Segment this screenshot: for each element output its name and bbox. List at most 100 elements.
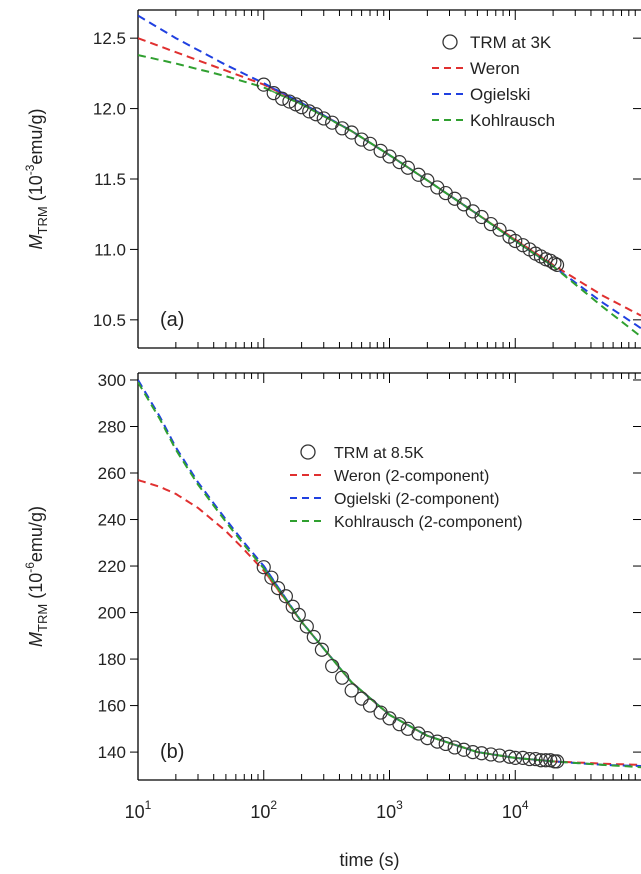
y-tick-label: 140 xyxy=(98,743,126,762)
data-point xyxy=(362,698,378,713)
x-tick-label: 103 xyxy=(376,798,403,822)
series-kohlrausch-fit xyxy=(263,86,554,267)
data-point xyxy=(411,726,426,741)
x-axis-label: time (s) xyxy=(340,850,400,870)
data-point xyxy=(508,750,523,766)
panel-b: 140 160 180 200 220 240 260 280 300 MTRM (10-6emu… xyxy=(23,371,641,870)
y-label-unit: emu/g) xyxy=(26,506,46,562)
data-point xyxy=(354,132,369,147)
y-tick-label: 11.5 xyxy=(94,170,126,189)
data-point xyxy=(549,257,565,273)
y-label-rest: (10 xyxy=(26,175,46,206)
y-tick-label: 10.5 xyxy=(93,311,126,330)
series-ogielski-line xyxy=(138,379,641,767)
data-point xyxy=(306,629,321,645)
data-point xyxy=(335,670,350,685)
data-point xyxy=(430,734,445,749)
data-point xyxy=(291,607,306,622)
data-point xyxy=(465,744,480,760)
series-kohlrausch-line xyxy=(138,381,641,769)
y-tick-label: 180 xyxy=(98,650,126,669)
data-point xyxy=(420,173,435,188)
data-point xyxy=(538,753,553,768)
data-point xyxy=(373,143,388,158)
x-tick-base: 10 xyxy=(376,802,396,822)
panel-label: (b) xyxy=(160,741,184,763)
data-point xyxy=(270,581,286,596)
legend-label: Weron (2-component) xyxy=(334,468,489,485)
x-tick-exponent: 3 xyxy=(396,798,403,812)
data-point xyxy=(492,222,507,237)
legend-label: TRM at 3K xyxy=(470,33,552,52)
data-point xyxy=(344,683,359,698)
y-tick-label: 300 xyxy=(98,371,126,390)
x-tick-base: 10 xyxy=(250,802,270,822)
x-tick-label: 104 xyxy=(502,798,529,822)
data-point xyxy=(549,754,565,769)
data-point xyxy=(522,751,537,767)
y-label-main: M xyxy=(26,632,46,647)
series-weron-line xyxy=(138,37,641,317)
data-point xyxy=(325,658,340,674)
series-ogielski-fit xyxy=(263,565,554,763)
y-axis-label: MTRM (10-3emu/g) xyxy=(23,109,50,250)
x-tick-exponent: 1 xyxy=(145,798,152,812)
y-label-sub: TRM xyxy=(35,604,50,632)
legend-label: Weron xyxy=(470,59,520,78)
curves xyxy=(138,14,641,338)
x-tick-base: 10 xyxy=(502,802,522,822)
x-tick-label: 102 xyxy=(250,798,277,822)
data-point xyxy=(299,619,314,634)
legend-label: Ogielski xyxy=(470,85,530,104)
y-axis-label: MTRM (10-6emu/g) xyxy=(23,506,50,647)
data-point xyxy=(282,94,297,109)
data-point xyxy=(533,753,549,768)
y-tick-label: 220 xyxy=(98,557,126,576)
data-point xyxy=(456,197,471,212)
y-tick-label: 11.0 xyxy=(94,240,126,259)
data-point xyxy=(294,100,309,115)
y-label-rest: (10 xyxy=(26,573,46,604)
legend: TRM at 3K Weron Ogielski Kohlrausch xyxy=(432,33,555,130)
data-point xyxy=(456,742,471,757)
y-tick-label: 280 xyxy=(98,417,126,436)
data-point xyxy=(302,104,317,119)
data-point xyxy=(256,77,271,92)
data-point xyxy=(256,560,271,575)
legend-marker-circle xyxy=(300,444,316,460)
x-tick-exponent: 4 xyxy=(522,798,529,812)
legend-label: TRM at 8.5K xyxy=(334,445,424,462)
legend-label: Kohlrausch (2-component) xyxy=(334,514,523,531)
data-point xyxy=(275,91,290,106)
x-tick-exponent: 2 xyxy=(270,798,277,812)
data-point xyxy=(474,746,489,761)
data-point xyxy=(483,747,498,762)
data-point xyxy=(278,589,293,604)
y-tick-label: 12.0 xyxy=(93,100,126,119)
data-point xyxy=(335,121,350,136)
data-point xyxy=(508,233,523,249)
series-kohlrausch-fit xyxy=(263,567,554,763)
legend: TRM at 8.5K Weron (2-component) Ogielski (… xyxy=(290,444,523,531)
data-point xyxy=(382,149,397,164)
y-label-sub: TRM xyxy=(35,206,50,234)
data-point xyxy=(420,731,435,746)
data-point xyxy=(474,209,489,225)
y-label-main: M xyxy=(26,234,46,249)
data-point xyxy=(362,136,378,151)
x-tick-label: 101 xyxy=(125,798,152,822)
series-ogielski-line xyxy=(138,14,641,330)
legend-label: Ogielski (2-component) xyxy=(334,491,499,508)
data-point xyxy=(264,570,279,585)
y-tick-label: 12.5 xyxy=(93,29,126,48)
data-point xyxy=(354,691,369,706)
data-point xyxy=(314,642,329,657)
data-point xyxy=(316,111,331,126)
y-label-unit: emu/g) xyxy=(26,109,46,165)
legend-marker-circle xyxy=(442,34,458,50)
y-tick-label: 260 xyxy=(98,464,126,483)
data-point xyxy=(308,107,324,122)
y-tick-label: 200 xyxy=(98,604,126,623)
data-point xyxy=(528,751,543,767)
